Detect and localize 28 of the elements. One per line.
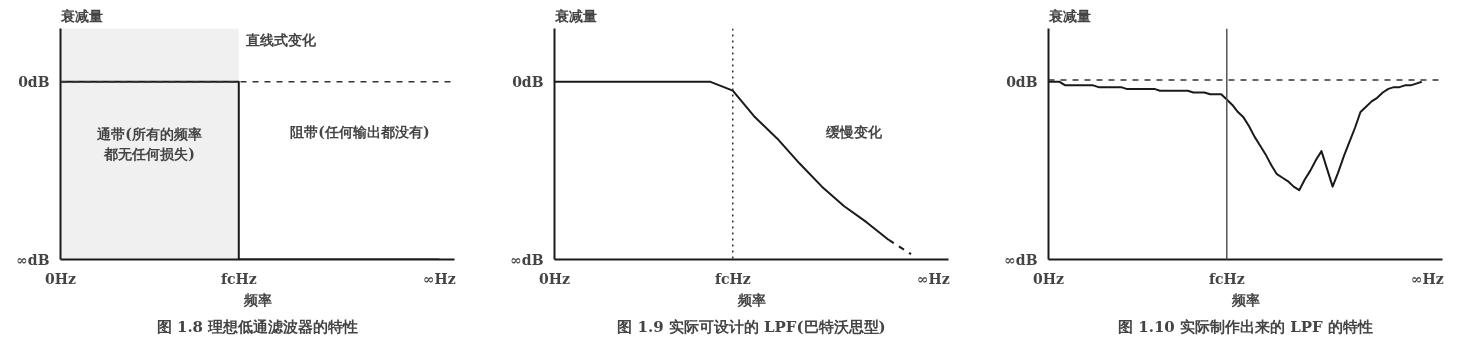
text: 直线式变化 bbox=[245, 32, 318, 49]
x-axis-title: 频率 bbox=[736, 291, 766, 308]
x-axis-title: 频率 bbox=[242, 291, 272, 308]
x-tick-label: fcHz bbox=[220, 270, 257, 287]
text: 图 1.8 理想低通滤波器的特性 bbox=[156, 317, 359, 336]
text: 图 1.9 实际可设计的 LPF(巴特沃思型) bbox=[617, 317, 886, 336]
x-tick-label: fcHz bbox=[714, 270, 751, 287]
text: ∞dB bbox=[16, 251, 50, 268]
text: 0dB bbox=[18, 73, 50, 90]
y-axis-title: 衰减量 bbox=[1047, 7, 1091, 24]
text: ∞dB bbox=[1004, 251, 1038, 268]
text: ∞dB bbox=[510, 251, 544, 268]
y-axis-title: 衰减量 bbox=[553, 7, 597, 24]
x-tick-label: ∞Hz bbox=[916, 270, 950, 287]
text: 0dB bbox=[1006, 73, 1038, 90]
x-tick-label: 0Hz bbox=[1033, 270, 1065, 287]
x-tick-label: ∞Hz bbox=[422, 270, 456, 287]
x-tick-label: fcHz bbox=[1208, 270, 1245, 287]
x-tick-label: 0Hz bbox=[45, 270, 77, 287]
annotation: 阻带(任何输出都没有) bbox=[290, 124, 430, 141]
x-axis-title: 频率 bbox=[1230, 291, 1260, 308]
x-tick-label: ∞Hz bbox=[1410, 270, 1444, 287]
x-tick-label: 0Hz bbox=[539, 270, 571, 287]
text: 0dB bbox=[512, 73, 544, 90]
annotation: 缓慢变化 bbox=[824, 124, 883, 141]
text: 图 1.10 实际制作出来的 LPF 的特性 bbox=[1118, 317, 1373, 336]
band-label: 通带(所有的频率都无任何损失) bbox=[96, 126, 202, 162]
y-axis-title: 衰减量 bbox=[59, 7, 103, 24]
